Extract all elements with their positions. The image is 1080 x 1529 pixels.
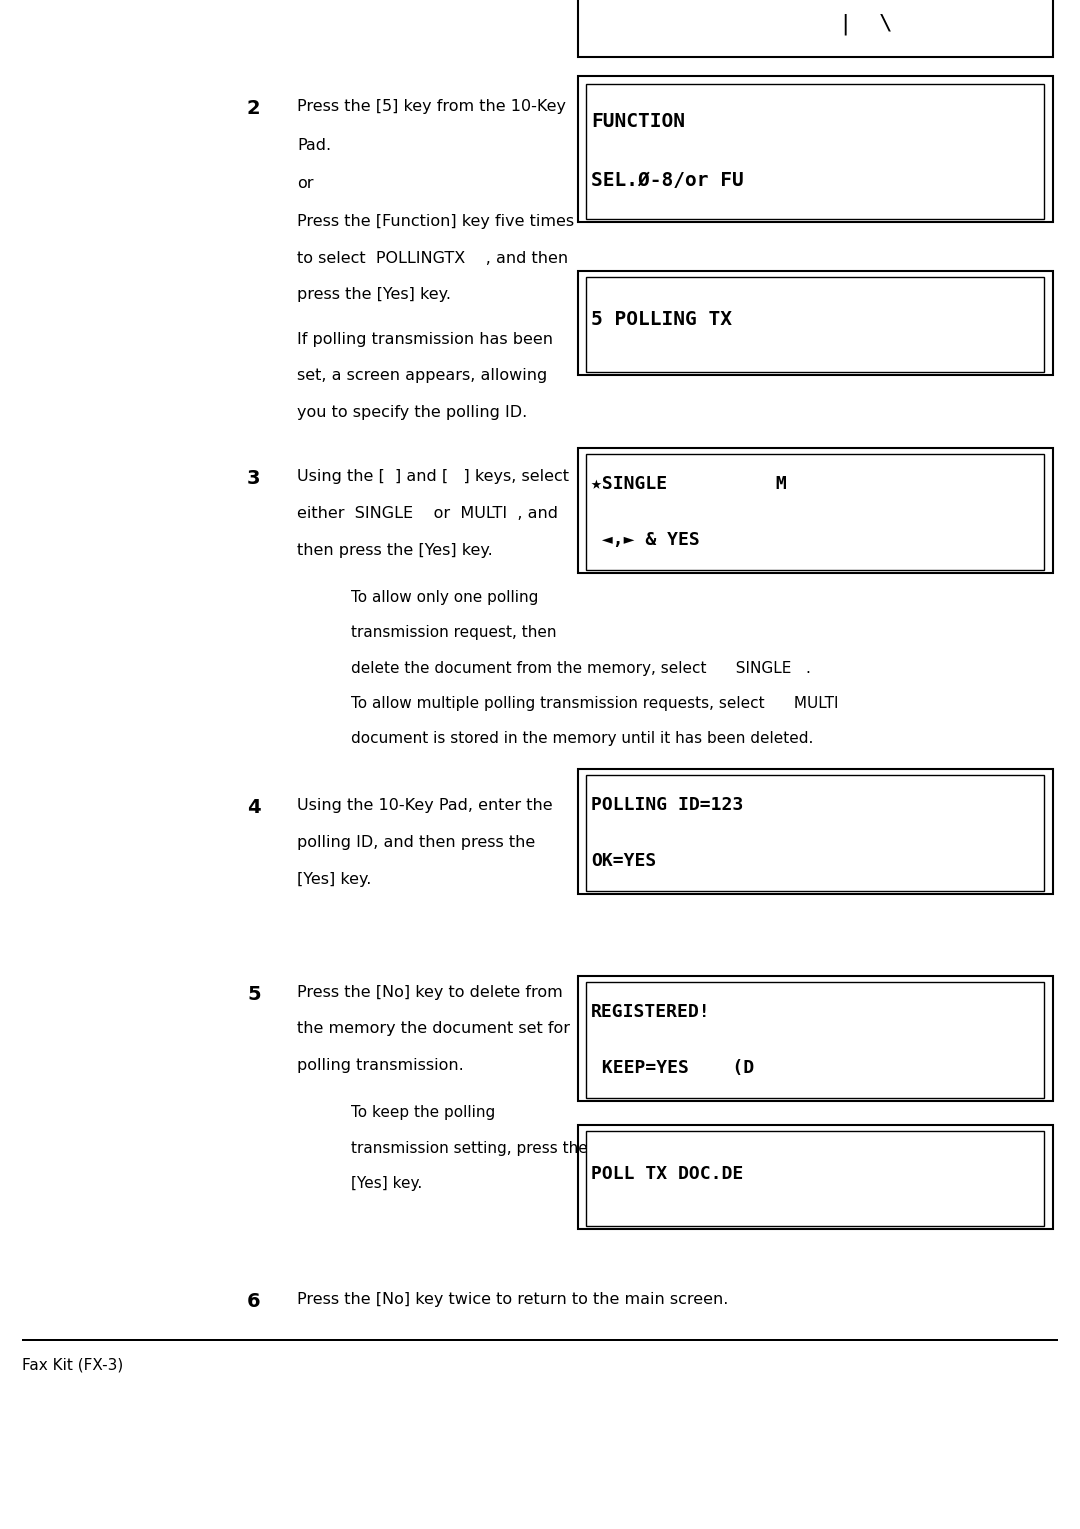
Bar [586, 982, 1044, 1098]
Text: 4: 4 [247, 798, 260, 816]
Text: 3: 3 [247, 469, 260, 488]
Text: [Yes] key.: [Yes] key. [297, 872, 372, 887]
Bar [578, 976, 1053, 1101]
Text: |  \: | \ [839, 14, 893, 35]
Text: Fax Kit (FX-3): Fax Kit (FX-3) [22, 1358, 123, 1373]
Bar [578, 0, 1053, 57]
Text: or: or [297, 176, 313, 191]
Bar [586, 775, 1044, 891]
Text: 6: 6 [247, 1292, 260, 1310]
Bar [586, 454, 1044, 570]
Text: to select  POLLINGTX    , and then: to select POLLINGTX , and then [297, 251, 568, 266]
Text: Pad.: Pad. [297, 138, 332, 153]
Text: polling transmission.: polling transmission. [297, 1058, 463, 1073]
Text: delete the document from the memory, select      SINGLE   .: delete the document from the memory, sel… [351, 661, 811, 676]
Bar [586, 277, 1044, 372]
Text: FUNCTION: FUNCTION [591, 112, 685, 131]
Text: 5 POLLING TX: 5 POLLING TX [591, 310, 732, 329]
Bar [578, 448, 1053, 573]
Text: polling ID, and then press the: polling ID, and then press the [297, 835, 536, 850]
Text: Press the [5] key from the 10-Key: Press the [5] key from the 10-Key [297, 99, 566, 115]
Bar [578, 769, 1053, 894]
Text: Press the [No] key twice to return to the main screen.: Press the [No] key twice to return to th… [297, 1292, 728, 1307]
Text: SEL.Ø-8/or FU: SEL.Ø-8/or FU [591, 171, 744, 191]
Text: 5: 5 [247, 985, 260, 1003]
Text: Press the [Function] key five times: Press the [Function] key five times [297, 214, 575, 229]
Bar [578, 1125, 1053, 1229]
Text: KEEP=YES    (D: KEEP=YES (D [591, 1058, 754, 1076]
Text: the memory the document set for: the memory the document set for [297, 1021, 570, 1037]
Text: press the [Yes] key.: press the [Yes] key. [297, 287, 451, 303]
Text: [Yes] key.: [Yes] key. [351, 1176, 422, 1191]
Text: transmission request, then: transmission request, then [351, 625, 556, 641]
Bar [586, 1131, 1044, 1226]
Text: POLLING ID=123: POLLING ID=123 [591, 797, 743, 815]
Text: set, a screen appears, allowing: set, a screen appears, allowing [297, 368, 548, 384]
Text: To keep the polling: To keep the polling [351, 1105, 496, 1121]
Text: Press the [No] key to delete from: Press the [No] key to delete from [297, 985, 563, 1000]
Text: then press the [Yes] key.: then press the [Yes] key. [297, 543, 492, 558]
Text: To allow multiple polling transmission requests, select      MULTI: To allow multiple polling transmission r… [351, 696, 838, 711]
Text: document is stored in the memory until it has been deleted.: document is stored in the memory until i… [351, 731, 813, 746]
Text: To allow only one polling: To allow only one polling [351, 590, 538, 605]
Bar [586, 84, 1044, 219]
Bar [578, 76, 1053, 222]
Text: Using the [  ] and [   ] keys, select: Using the [ ] and [ ] keys, select [297, 469, 569, 485]
Text: OK=YES: OK=YES [591, 852, 657, 870]
Text: transmission setting, press the: transmission setting, press the [351, 1141, 588, 1156]
Text: either  SINGLE    or  MULTI  , and: either SINGLE or MULTI , and [297, 506, 558, 521]
Text: If polling transmission has been: If polling transmission has been [297, 332, 553, 347]
Text: you to specify the polling ID.: you to specify the polling ID. [297, 405, 527, 420]
Text: ★SINGLE          M: ★SINGLE M [591, 476, 786, 494]
Text: POLL TX DOC.DE: POLL TX DOC.DE [591, 1165, 743, 1183]
Bar [578, 271, 1053, 375]
Text: 2: 2 [247, 99, 260, 118]
Text: ◄,► & YES: ◄,► & YES [591, 531, 700, 549]
Text: Using the 10-Key Pad, enter the: Using the 10-Key Pad, enter the [297, 798, 553, 813]
Text: REGISTERED!: REGISTERED! [591, 1003, 711, 1021]
Bar [22, 1339, 1058, 1341]
